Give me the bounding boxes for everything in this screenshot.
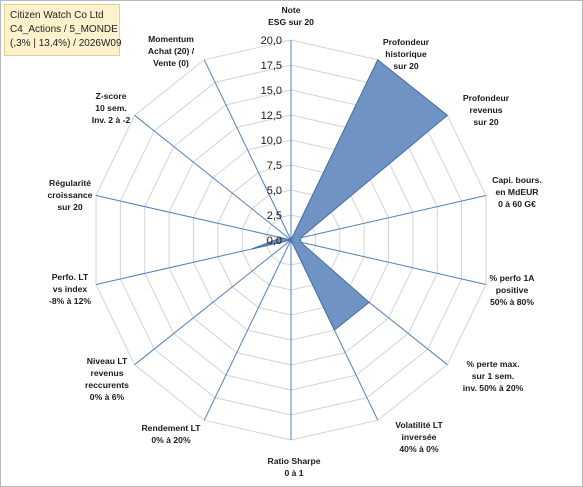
axis-label: Momentum Achat (20) / Vente (0) (148, 34, 195, 68)
tick-label: 5,0 (267, 185, 282, 197)
axis-label: Z-score 10 sem. Inv. 2 à -2 (92, 91, 131, 125)
axis-label-line: 40% à 0% (399, 444, 439, 454)
axis-label-line: 50% à 80% (490, 297, 534, 307)
axis-label-line: positive (496, 285, 529, 295)
axis-label-line: -8% à 12% (49, 296, 91, 306)
axis-label-line: vs index (53, 284, 88, 294)
axis-label: Perfo. LT vs index -8% à 12% (49, 272, 91, 306)
axis-label-line: inv. 50% à 20% (463, 383, 524, 393)
axis-label-line: sur 20 (57, 202, 83, 212)
title-line-category: C4_Actions / 5_MONDE (10, 24, 118, 35)
axis-label-line: 0 à 60 G€ (498, 199, 536, 209)
tick-label: 12,5 (261, 110, 282, 122)
axis-spoke (95, 195, 292, 241)
axis-spoke (134, 114, 292, 241)
tick-layer: 0,0 2,5 5,0 7,5 10,0 12,5 15,0 17,5 20,0 (261, 35, 282, 247)
axis-label-line: sur 1 sem. (472, 371, 515, 381)
axis-label-line: 10 sem. (95, 103, 127, 113)
axis-label: Rendement LT 0% à 20% (141, 423, 201, 445)
axis-label-line: ESG sur 20 (268, 17, 314, 27)
axis-label: Ratio Sharpe 0 à 1 (267, 456, 320, 478)
axis-label-line: revenus (91, 368, 124, 378)
axis-label-line: revenus (470, 105, 503, 115)
axis-label-line: Volatilité LT (395, 420, 443, 430)
axis-label-line: Perfo. LT (52, 272, 89, 282)
axis-label: % perte max. sur 1 sem. inv. 50% à 20% (463, 359, 524, 393)
axis-label: Profondeur historique sur 20 (383, 37, 430, 71)
tick-label: 20,0 (261, 35, 282, 47)
axis-label: % perfo 1A positive 50% à 80% (490, 273, 535, 307)
axis-label-line: Ratio Sharpe (267, 456, 320, 466)
axis-label-line: % perte max. (466, 359, 519, 369)
axis-label-line: reccurents (85, 380, 129, 390)
axis-label-line: Régularité (49, 178, 91, 188)
axis-label-line: Capi. bours. (492, 175, 542, 185)
axis-label: Régularité croissance sur 20 (48, 178, 93, 212)
axis-label-line: Achat (20) / (148, 46, 195, 56)
tick-label: 0,0 (267, 235, 282, 247)
tick-label: 17,5 (261, 60, 282, 72)
axis-spoke (290, 239, 487, 285)
axis-label: Capi. bours. en MdEUR 0 à 60 G€ (492, 175, 542, 209)
chart-title-box: Citizen Watch Co Ltd C4_Actions / 5_MOND… (4, 4, 122, 56)
axis-spoke (203, 59, 292, 241)
axis-label-line: croissance (48, 190, 93, 200)
tick-label: 15,0 (261, 85, 282, 97)
axis-label-line: 0 à 1 (284, 468, 303, 478)
axis-label: Profondeur revenus sur 20 (463, 93, 510, 127)
axis-spoke (203, 239, 292, 421)
axis-label-line: 0% à 20% (151, 435, 191, 445)
tick-label: 2,5 (267, 210, 282, 222)
axis-spoke (290, 195, 487, 241)
tick-label: 7,5 (267, 160, 282, 172)
axis-label-line: Inv. 2 à -2 (92, 115, 131, 125)
tick-label: 10,0 (261, 135, 282, 147)
axis-label-line: Niveau LT (87, 356, 128, 366)
axis-label-line: sur 20 (393, 61, 419, 71)
axis-label-line: en MdEUR (496, 187, 540, 197)
series-layer (251, 59, 449, 331)
axis-label-line: Momentum (148, 34, 194, 44)
axis-label-line: historique (385, 49, 427, 59)
axis-label: Niveau LT revenus reccurents 0% à 6% (85, 356, 129, 402)
axis-label: Note ESG sur 20 (268, 5, 314, 27)
axis-spoke (134, 239, 292, 366)
series-area (251, 59, 449, 331)
title-line-company: Citizen Watch Co Ltd (10, 10, 104, 21)
axis-label-line: inversée (402, 432, 437, 442)
axis-label-line: Profondeur (383, 37, 430, 47)
axis-label: Volatilité LT inversée 40% à 0% (395, 420, 443, 454)
axis-label-line: Rendement LT (141, 423, 201, 433)
axis-label-line: Z-score (95, 91, 126, 101)
axis-label-line: Note (281, 5, 300, 15)
title-line-period: (,3% | 13,4%) / 2026W09 (10, 38, 122, 49)
axis-label-line: Profondeur (463, 93, 510, 103)
axis-label-layer: Note ESG sur 20 Profondeur historique sur 20… (48, 5, 542, 478)
axis-label-line: Vente (0) (153, 58, 189, 68)
axis-label-line: sur 20 (473, 117, 499, 127)
axis-label-line: 0% à 6% (90, 392, 125, 402)
axis-label-line: % perfo 1A (490, 273, 535, 283)
